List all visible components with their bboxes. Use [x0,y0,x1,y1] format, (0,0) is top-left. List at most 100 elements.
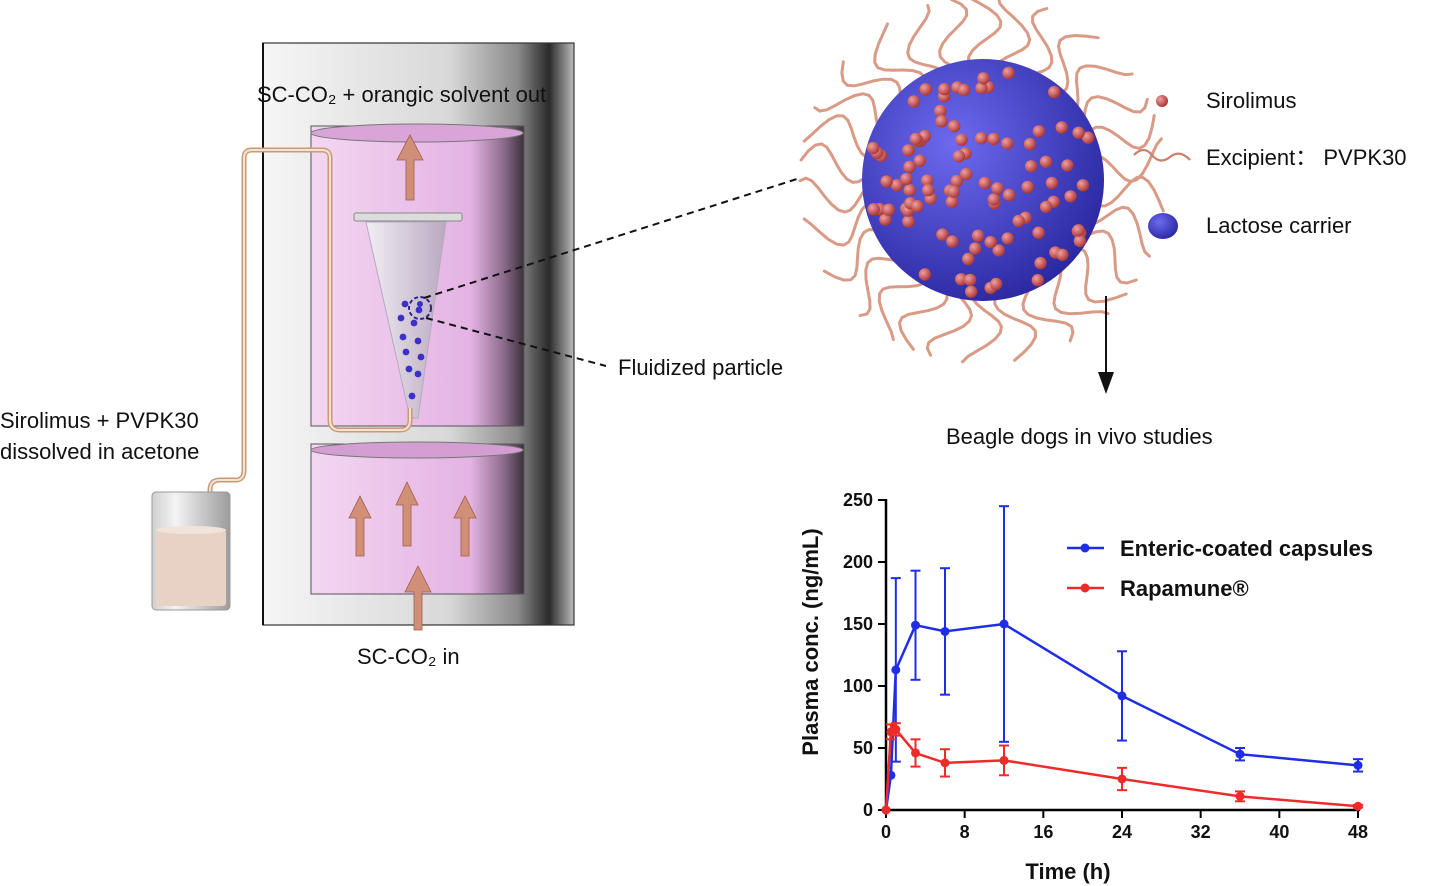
particle-highlight-ring [408,296,432,320]
y-tick-label: 100 [843,676,873,696]
fluidized-particles [397,300,425,400]
feed-label-line1: Sirolimus + PVPK30 [0,408,199,433]
sirolimus-dot [971,229,985,242]
sirolimus-dot [977,72,990,85]
sirolimus-dot [1001,137,1014,150]
legend-label: Enteric-coated capsules [1120,536,1373,561]
data-point [1117,774,1127,784]
chart-xlabel: Time (h) [1025,859,1110,884]
down-arrow [1098,296,1114,394]
sirolimus-dot [1021,180,1034,194]
sirolimus-dot [1056,248,1069,261]
sirolimus-dot [936,228,949,241]
sirolimus-dot [945,195,958,208]
chart-legend: Enteric-coated capsules Rapamune® [1067,536,1373,601]
sirolimus-dot [1048,85,1061,99]
legend-carrier: Lactose carrier [1206,213,1352,238]
data-point [891,665,901,675]
sirolimus-dot [1032,125,1046,138]
x-tick-label: 40 [1269,822,1289,842]
sirolimus-dot [957,83,971,97]
sirolimus-dot [919,83,932,96]
sirolimus-dot [907,95,920,108]
particle-legend: Sirolimus Excipient： PVPK30 Lactose carr… [1133,88,1407,239]
sirolimus-dot [955,273,968,286]
x-tick-label: 0 [881,822,891,842]
sirolimus-dot [964,273,977,287]
legend-swatch-marker [1080,583,1090,593]
sirolimus-dot [960,167,973,181]
legend-swatch-marker [1080,543,1090,553]
sirolimus-legend-icon [1156,95,1168,107]
outlet-label: SC-CO₂ + orangic solvent out [257,82,546,107]
chart-series [881,505,1363,815]
sirolimus-dot [962,252,975,266]
sirolimus-dot [1032,226,1045,239]
x-tick-label: 8 [960,822,970,842]
sirolimus-dot [1064,190,1077,203]
arrow-inlet [404,565,432,631]
sirolimus-dot [987,132,1000,146]
sirolimus-dot [1012,214,1025,228]
fluidized-particle-label: Fluidized particle [618,355,783,380]
sirolimus-dot [992,244,1005,257]
series-1 [881,722,1363,815]
sirolimus-dot [1061,159,1074,172]
sirolimus-dot [991,182,1004,195]
data-point [1235,791,1245,801]
sirolimus-dot [1045,176,1059,190]
sirolimus-dot [1039,200,1053,214]
apparatus: SC-CO₂ + orangic solvent out SC-CO₂ in S… [0,42,801,669]
sirolimus-dot [880,175,893,188]
x-tick-label: 16 [1033,822,1053,842]
cone-lid [353,212,463,222]
sirolimus-dot [911,200,924,213]
sirolimus-dot [1072,224,1085,237]
sirolimus-dot [1055,121,1069,134]
sirolimus-dot [984,235,997,249]
sirolimus-dot [987,193,1001,206]
data-point [1235,749,1245,759]
feed-jar [151,491,231,611]
sirolimus-dot [867,203,880,216]
data-point [891,724,901,734]
sirolimus-dot [921,184,935,197]
legend-label: Rapamune® [1120,576,1249,601]
sirolimus-dot [952,150,966,163]
data-point [911,748,920,758]
legend-sirolimus: Sirolimus [1206,88,1296,113]
data-point [1353,801,1363,811]
feed-tube-highlight [209,149,411,510]
excipient-legend-icon [1133,148,1191,162]
sirolimus-dot [934,104,947,118]
sirolimus-dot [978,176,991,190]
sirolimus-dot [902,215,915,228]
sirolimus-dot [921,174,934,187]
sirolimus-dot [1001,232,1014,245]
sirolimus-dot [946,235,959,248]
sirolimus-dot [955,133,968,146]
sirolimus-dot [1073,234,1087,248]
sirolimus-dot [890,179,904,192]
sirolimus-dot [1002,66,1015,80]
y-tick-label: 250 [843,490,873,510]
sirolimus-dot [1023,137,1037,151]
data-point [911,620,920,630]
upper-chamber-top [310,123,524,143]
chart-axes: 0 8 16 24 32 40 48 0 50 100 150 200 250 [843,490,1368,842]
feed-label-line2: dissolved in acetone [0,439,199,464]
sirolimus-dot [1072,126,1085,139]
sirolimus-dot [913,154,926,167]
data-point [999,619,1009,629]
composite-particle [798,0,1165,364]
arrow-up-outlet [396,134,424,201]
data-point [881,805,891,815]
sirolimus-dot [902,144,915,157]
pk-chart: 0 8 16 24 32 40 48 0 50 100 150 200 250 Enteric-coat… [798,490,1373,884]
sirolimus-dot [1002,188,1016,202]
lower-chamber-top [310,441,524,459]
sirolimus-dot [879,213,892,226]
x-tick-label: 24 [1112,822,1132,842]
y-tick-label: 0 [863,800,873,820]
